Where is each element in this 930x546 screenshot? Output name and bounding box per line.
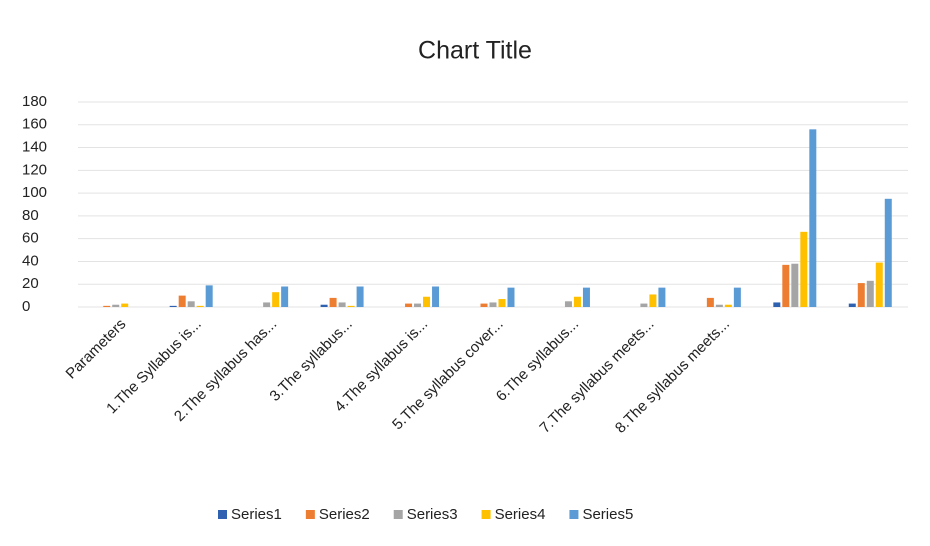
- bar: [782, 264, 790, 307]
- bar: [848, 303, 856, 307]
- bar: [178, 295, 186, 307]
- bar: [103, 305, 111, 307]
- y-tick-label: 0: [22, 298, 30, 315]
- legend-label: Series4: [495, 506, 546, 523]
- chart-title: Chart Title: [418, 37, 532, 65]
- bar: [706, 297, 714, 307]
- bar: [498, 299, 506, 307]
- bar: [329, 297, 337, 307]
- bar: [187, 301, 195, 307]
- bar: [121, 303, 129, 307]
- y-tick-label: 160: [22, 116, 47, 133]
- bar: [507, 287, 515, 307]
- y-tick-label: 40: [22, 252, 39, 269]
- bar: [658, 287, 666, 307]
- bar: [320, 304, 328, 307]
- bar: [480, 303, 488, 307]
- legend-label: Series1: [231, 506, 282, 523]
- x-tick-label: Parameters: [63, 316, 130, 383]
- bar: [715, 304, 723, 307]
- bar: [875, 262, 883, 307]
- legend-swatch: [218, 510, 227, 519]
- bar: [800, 231, 808, 307]
- y-tick-label: 180: [22, 93, 47, 110]
- bar: [414, 303, 422, 307]
- bar: [649, 294, 657, 307]
- bar: [272, 292, 280, 307]
- y-tick-label: 120: [22, 161, 47, 178]
- legend-swatch: [393, 510, 403, 519]
- bar: [112, 304, 120, 307]
- bar: [564, 301, 572, 307]
- bar: [281, 286, 289, 307]
- bar: [423, 296, 431, 307]
- bar: [347, 305, 355, 307]
- bar: [773, 302, 781, 307]
- legend-swatch: [569, 510, 579, 519]
- bar: [857, 283, 865, 307]
- bar: [489, 302, 497, 307]
- bar: [733, 287, 741, 307]
- bar: [866, 280, 874, 307]
- legend-label: Series2: [319, 506, 370, 523]
- y-tick-label: 140: [22, 139, 47, 156]
- bar: [405, 303, 413, 307]
- bar: [205, 285, 213, 307]
- bar: [169, 305, 177, 307]
- legend-label: Series3: [407, 506, 458, 523]
- bar: [724, 304, 732, 307]
- legend-swatch: [305, 510, 315, 519]
- bar: [263, 302, 271, 307]
- bar: [338, 302, 346, 307]
- y-tick-label: 80: [22, 207, 39, 224]
- bar: [582, 287, 590, 307]
- y-tick-label: 100: [22, 184, 47, 201]
- bar: [884, 198, 892, 307]
- legend-label: Series5: [582, 506, 633, 523]
- y-tick-label: 20: [22, 275, 39, 292]
- y-tick-label: 60: [22, 230, 39, 247]
- bar: [809, 129, 817, 307]
- legend-swatch: [481, 510, 491, 519]
- bar: [432, 286, 440, 307]
- bar: [573, 296, 581, 307]
- bar: [791, 263, 799, 307]
- bar: [196, 305, 204, 307]
- bar: [640, 303, 648, 307]
- bar: [356, 286, 364, 307]
